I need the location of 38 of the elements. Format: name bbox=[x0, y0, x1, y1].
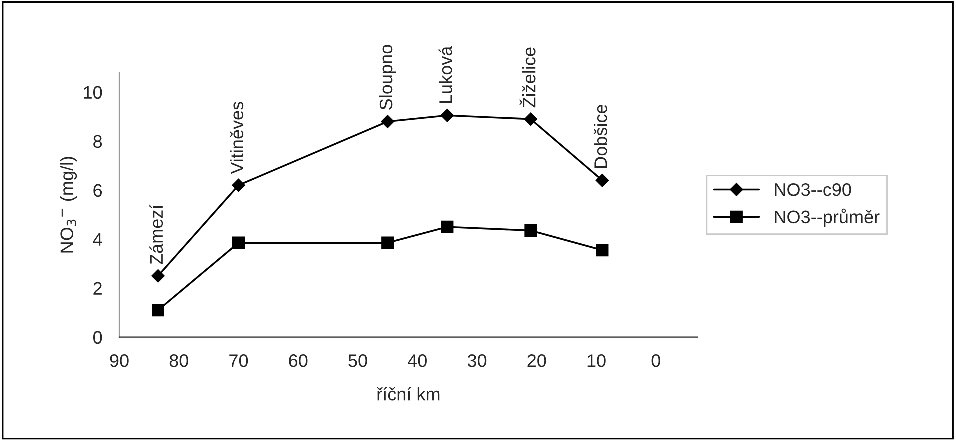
point bbox=[152, 270, 165, 283]
x-tick-label: 30 bbox=[468, 354, 487, 368]
x-tick-label: 50 bbox=[348, 354, 368, 368]
legend-label: NO3--průměr bbox=[775, 208, 880, 228]
x-tick-label: 80 bbox=[170, 354, 188, 368]
x-tick-label: 10 bbox=[588, 354, 606, 368]
annotation: Luková bbox=[438, 46, 452, 104]
annotation: Žiželice bbox=[520, 48, 536, 108]
x-tick-label: 90 bbox=[110, 354, 129, 368]
x-tick-label: 60 bbox=[289, 354, 308, 368]
annotation: Dobšice bbox=[594, 105, 608, 168]
annotation: Vitiněves bbox=[230, 102, 244, 174]
y-tick-label: 2 bbox=[94, 282, 102, 295]
point bbox=[441, 220, 454, 234]
y-tick-label: 6 bbox=[94, 184, 102, 198]
annotation: Sloupno bbox=[379, 45, 396, 110]
point bbox=[440, 109, 454, 122]
point bbox=[524, 224, 538, 238]
y-tick-label: 8 bbox=[94, 135, 102, 148]
point bbox=[596, 244, 609, 257]
point bbox=[524, 112, 538, 126]
x-axis-title: říční km bbox=[377, 387, 440, 401]
x-tick-label: 40 bbox=[408, 354, 427, 368]
point bbox=[382, 236, 394, 250]
y-tick-label: 10 bbox=[84, 86, 102, 100]
x-tick-label: 20 bbox=[528, 354, 546, 368]
annotation: Zámezí bbox=[150, 204, 164, 264]
point bbox=[596, 174, 610, 188]
y-axis-title: NO$_{3}$$^{−}$ (mg/l) bbox=[60, 157, 78, 253]
point bbox=[232, 236, 246, 250]
point bbox=[152, 304, 165, 317]
y-tick-label: 0 bbox=[94, 331, 102, 344]
point bbox=[232, 178, 246, 192]
y-tick-label: 4 bbox=[93, 233, 102, 246]
legend-label: NO3--c90 bbox=[775, 183, 852, 196]
point bbox=[381, 115, 394, 128]
x-tick-label: 0 bbox=[652, 354, 660, 368]
x-tick-label: 70 bbox=[230, 354, 248, 368]
